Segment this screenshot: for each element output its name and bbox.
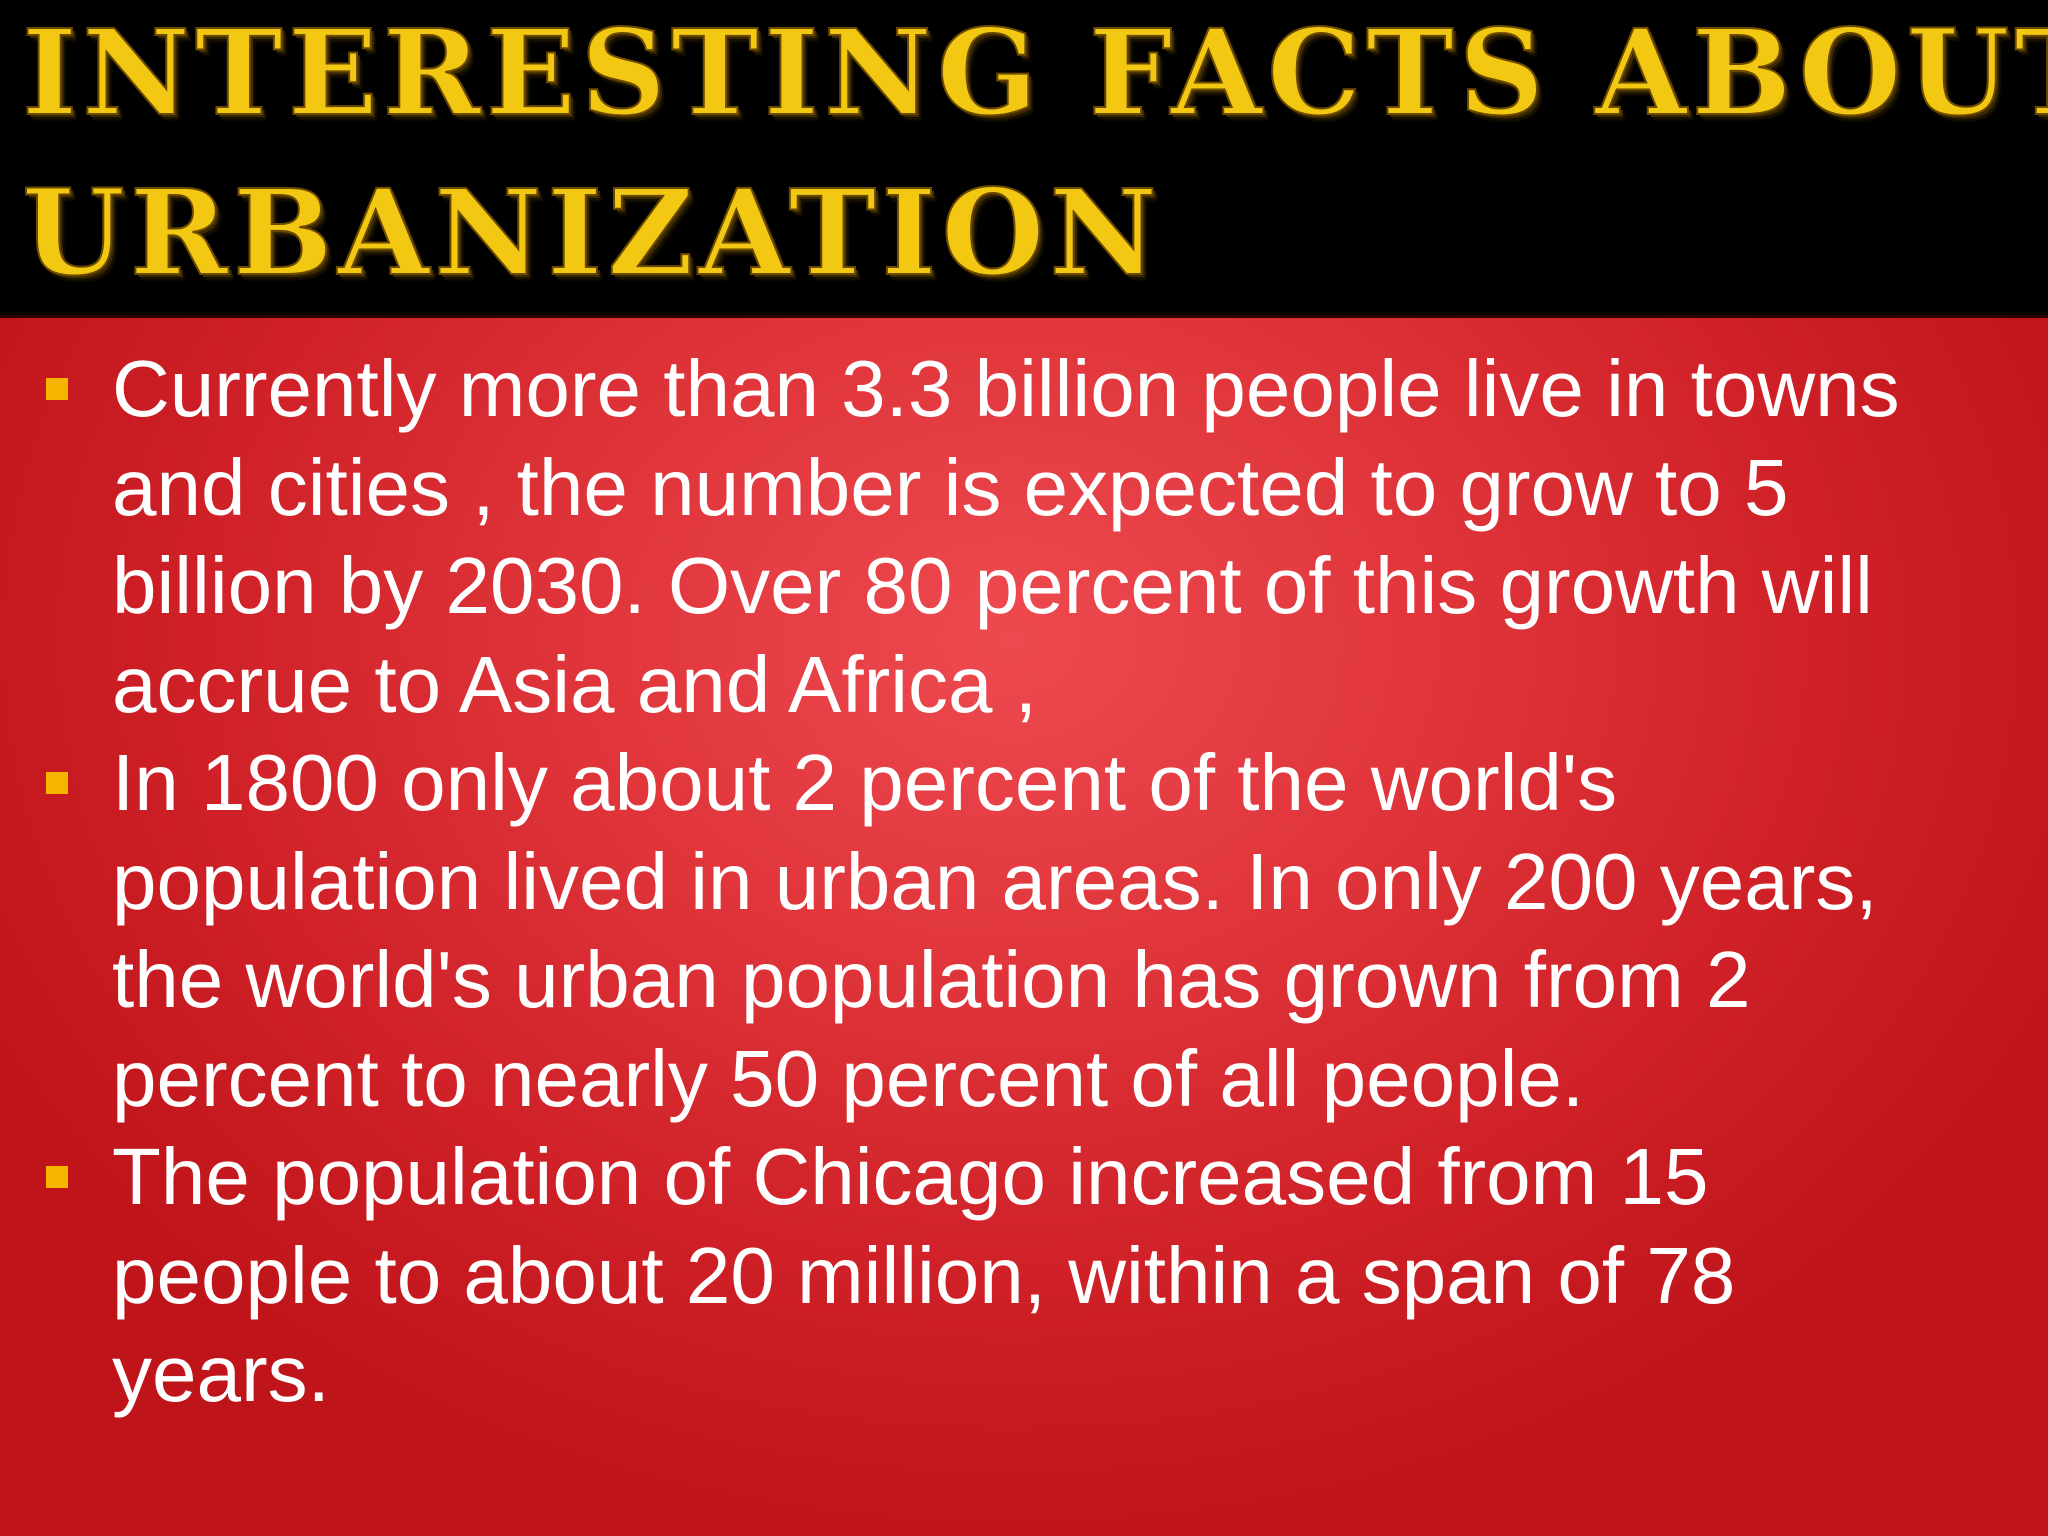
bullet-list: Currently more than 3.3 billion people l… bbox=[0, 340, 2048, 1424]
square-bullet-icon bbox=[46, 378, 68, 400]
bullet-text-line: Currently more than 3.3 billion people l… bbox=[112, 344, 1900, 433]
title-bar: INTERESTING FACTS ABOUT URBANIZATION bbox=[0, 0, 2048, 318]
bullet-text-line: The population of Chicago increased from… bbox=[112, 1132, 1709, 1221]
bullet-item-urban-growth: Currently more than 3.3 billion people l… bbox=[0, 340, 2048, 734]
square-bullet-icon bbox=[46, 1166, 68, 1188]
bullet-text-line: population lived in urban areas. In only… bbox=[112, 836, 1878, 926]
bullet-text-line: accrue to Asia and Africa , bbox=[112, 639, 1037, 729]
bullet-text-line: percent to nearly 50 percent of all peop… bbox=[112, 1033, 1585, 1123]
bullet-item-1800-population: In 1800 only about 2 percent of the worl… bbox=[0, 734, 2048, 1128]
bullet-text-line: billion by 2030. Over 80 percent of this… bbox=[112, 541, 1873, 630]
square-bullet-icon bbox=[46, 772, 68, 794]
slide-title-line-2: URBANIZATION bbox=[21, 163, 1163, 302]
bullet-text-line: and cities , the number is expected to g… bbox=[112, 442, 1789, 532]
bullet-text-line: years. bbox=[112, 1329, 330, 1418]
bullet-text-line: In 1800 only about 2 percent of the worl… bbox=[112, 738, 1618, 827]
bullet-text-line: people to about 20 million, within a spa… bbox=[112, 1230, 1736, 1320]
bullet-item-chicago: The population of Chicago increased from… bbox=[0, 1128, 2048, 1424]
slide-title-line-1: INTERESTING FACTS ABOUT bbox=[21, 3, 2048, 142]
bullet-text-line: the world's urban population has grown f… bbox=[112, 935, 1751, 1024]
